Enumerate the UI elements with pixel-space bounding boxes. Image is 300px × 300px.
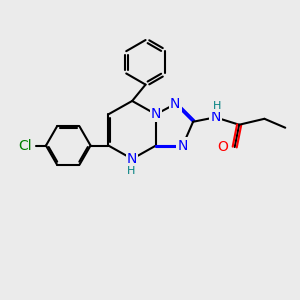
Text: N: N (210, 110, 220, 124)
Text: O: O (217, 140, 228, 154)
Text: N: N (151, 107, 161, 121)
Text: N: N (178, 139, 188, 152)
Text: H: H (127, 166, 135, 176)
Text: N: N (127, 152, 137, 166)
Text: Cl: Cl (18, 139, 32, 152)
Text: N: N (170, 97, 181, 111)
Text: H: H (213, 101, 221, 111)
